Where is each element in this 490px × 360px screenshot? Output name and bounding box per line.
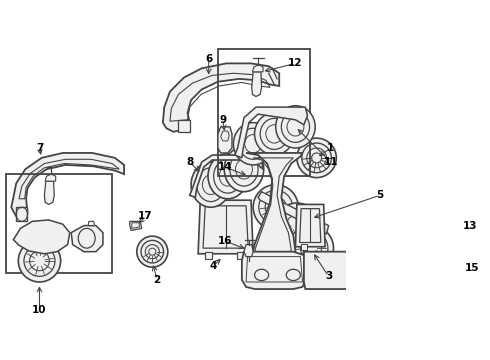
Polygon shape	[205, 252, 212, 259]
Ellipse shape	[191, 162, 231, 207]
Text: 7: 7	[36, 143, 43, 153]
Bar	[218, 49, 310, 176]
Text: 4: 4	[210, 261, 218, 271]
Polygon shape	[13, 220, 70, 254]
Polygon shape	[252, 65, 263, 72]
Text: 1: 1	[327, 143, 334, 153]
Ellipse shape	[233, 123, 273, 165]
Polygon shape	[178, 120, 190, 132]
Ellipse shape	[276, 106, 315, 148]
Polygon shape	[237, 252, 244, 259]
Polygon shape	[45, 181, 54, 204]
Polygon shape	[71, 226, 103, 252]
Ellipse shape	[208, 154, 247, 199]
Ellipse shape	[289, 226, 334, 271]
Polygon shape	[295, 204, 325, 247]
Bar	[6, 174, 112, 273]
Polygon shape	[130, 221, 142, 230]
Text: 17: 17	[138, 211, 152, 221]
Ellipse shape	[18, 240, 61, 282]
Text: 13: 13	[463, 221, 477, 230]
Polygon shape	[392, 224, 408, 254]
Ellipse shape	[254, 113, 294, 155]
Ellipse shape	[137, 236, 168, 267]
Text: 15: 15	[465, 263, 479, 273]
Polygon shape	[16, 207, 27, 221]
Polygon shape	[88, 221, 95, 226]
Polygon shape	[252, 72, 262, 96]
Polygon shape	[304, 252, 466, 289]
Polygon shape	[198, 200, 253, 254]
Text: 16: 16	[218, 236, 232, 246]
Text: 11: 11	[323, 157, 338, 167]
Text: 12: 12	[288, 58, 303, 68]
Ellipse shape	[297, 138, 336, 177]
Text: 9: 9	[219, 115, 226, 125]
Text: 3: 3	[325, 271, 332, 282]
Ellipse shape	[224, 147, 264, 192]
Polygon shape	[11, 153, 124, 219]
Text: 2: 2	[153, 275, 161, 285]
Polygon shape	[235, 107, 307, 158]
Text: 5: 5	[376, 190, 384, 200]
Polygon shape	[258, 192, 329, 234]
Polygon shape	[301, 244, 307, 250]
Polygon shape	[218, 127, 232, 153]
Text: 8: 8	[186, 157, 193, 167]
Text: 10: 10	[32, 305, 47, 315]
Polygon shape	[190, 155, 263, 197]
Polygon shape	[242, 252, 305, 289]
Polygon shape	[163, 63, 279, 132]
Polygon shape	[246, 153, 302, 262]
Polygon shape	[244, 244, 253, 257]
Ellipse shape	[253, 185, 298, 230]
Polygon shape	[45, 174, 56, 181]
Text: 14: 14	[218, 162, 232, 172]
Ellipse shape	[274, 203, 319, 248]
Polygon shape	[392, 216, 458, 259]
Text: 6: 6	[205, 54, 212, 64]
